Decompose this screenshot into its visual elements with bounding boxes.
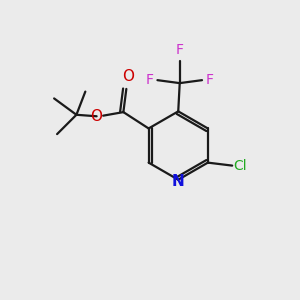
Text: F: F [206,73,214,87]
Text: Cl: Cl [234,159,247,172]
Text: N: N [172,174,184,189]
Text: O: O [122,69,134,84]
Text: O: O [90,110,102,124]
Text: F: F [176,43,184,57]
Text: F: F [146,73,154,87]
